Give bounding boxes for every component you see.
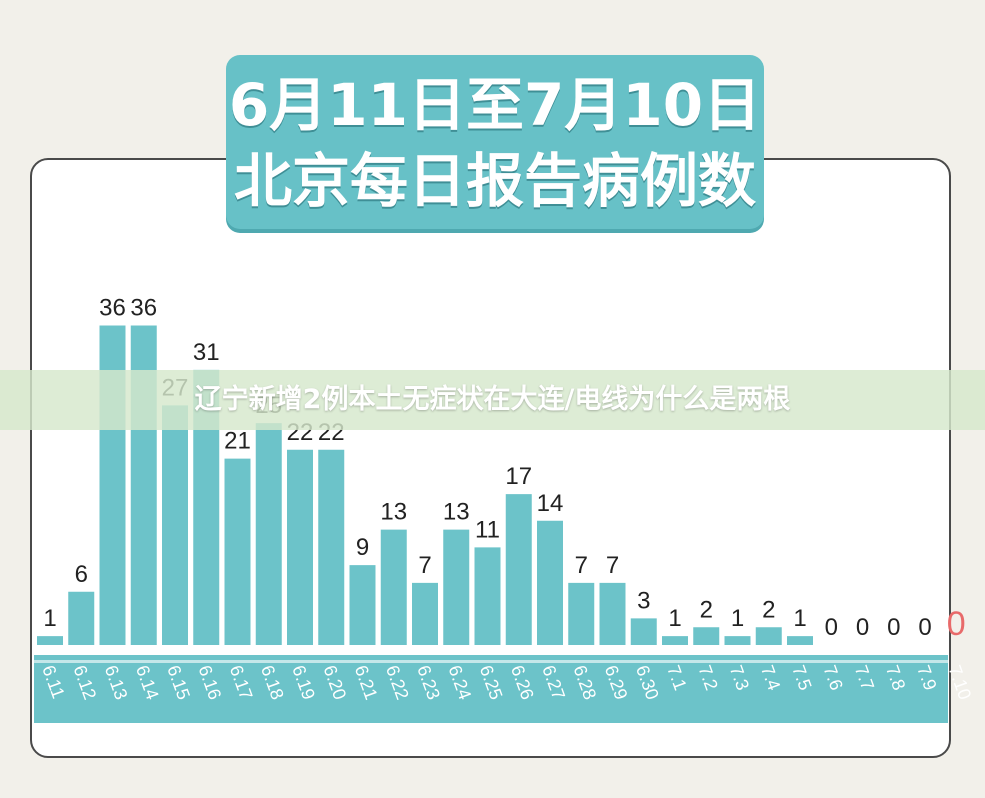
value-label-6.11: 1 (43, 605, 56, 632)
x-axis-band-stripe (34, 660, 948, 663)
bar-7.3 (724, 636, 751, 645)
bar-6.30 (630, 618, 657, 645)
x-axis-band-rect (34, 655, 948, 723)
value-label-6.27: 14 (537, 490, 564, 517)
bar-7.4 (755, 627, 782, 645)
value-label-6.28: 7 (575, 552, 588, 579)
bar-7.2 (693, 627, 720, 645)
bar-6.25 (474, 547, 501, 645)
value-label-6.26: 17 (505, 463, 532, 490)
chart-title-line1: 6月11日至7月10日 (228, 71, 762, 139)
bar-6.28 (568, 582, 595, 645)
value-label-7.1: 1 (668, 605, 681, 632)
value-label-7.3: 1 (731, 605, 744, 632)
chart-title-line2: 北京每日报告病例数 (233, 147, 756, 215)
chart-title-box: 6月11日至7月10日 北京每日报告病例数 (226, 55, 764, 229)
value-label-7.8: 0 (887, 614, 900, 641)
value-label-6.25: 11 (475, 516, 500, 543)
value-label-6.13: 36 (99, 295, 126, 322)
value-label-6.23: 7 (418, 552, 431, 579)
bar-7.1 (662, 636, 688, 645)
bar-6.26 (505, 494, 532, 645)
bar-7.5 (787, 636, 813, 645)
value-label-6.21: 9 (356, 534, 369, 561)
value-label-6.30: 3 (637, 587, 650, 614)
overlay-banner: 辽宁新增2例本土无症状在大连/电线为什么是两根 (0, 370, 985, 430)
tick-label-7.10: 7.10 (944, 663, 975, 703)
bar-6.23 (412, 582, 438, 645)
bar-6.20 (318, 449, 345, 645)
value-label-7.4: 2 (762, 596, 775, 623)
bar-6.18 (255, 423, 282, 645)
value-label-7.7: 0 (856, 614, 869, 641)
bar-6.17 (224, 458, 251, 645)
value-label-7.2: 2 (700, 596, 713, 623)
value-label-6.29: 7 (606, 552, 619, 579)
bar-6.21 (349, 565, 376, 645)
value-label-7.10: 0 (947, 605, 966, 643)
value-label-7.6: 0 (825, 614, 838, 641)
bar-6.15 (162, 405, 188, 645)
bar-6.12 (68, 591, 95, 645)
value-label-6.12: 6 (75, 561, 88, 588)
bar-6.22 (380, 529, 407, 645)
x-axis-band (34, 655, 948, 723)
bar-6.24 (443, 529, 470, 645)
value-label-6.24: 13 (443, 499, 470, 526)
bar-6.27 (537, 520, 563, 645)
overlay-headline[interactable]: 辽宁新增2例本土无症状在大连/电线为什么是两根 (194, 384, 791, 415)
value-label-7.5: 1 (793, 605, 806, 632)
bar-6.19 (287, 449, 313, 645)
value-label-6.16: 31 (193, 339, 220, 366)
value-label-6.14: 36 (130, 295, 157, 322)
value-label-6.22: 13 (380, 499, 407, 526)
value-label-6.17: 21 (224, 428, 251, 455)
bar-6.29 (599, 582, 626, 645)
bar-6.11 (37, 636, 63, 645)
value-label-7.9: 0 (918, 614, 931, 641)
